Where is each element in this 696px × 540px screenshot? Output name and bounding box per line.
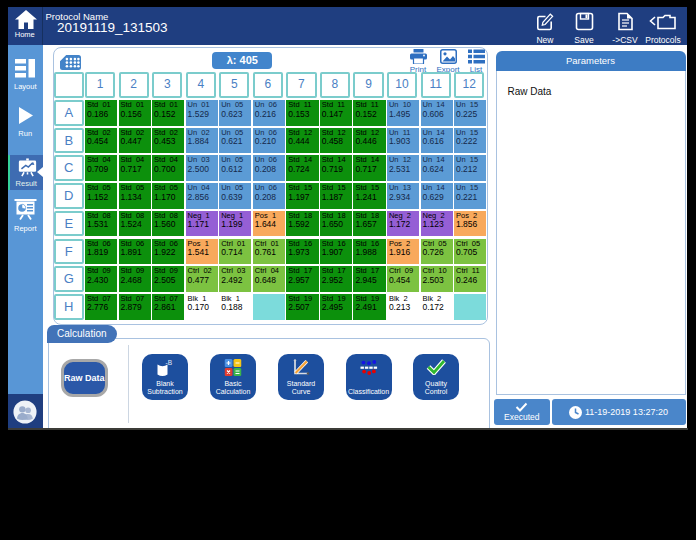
svg-text:-B: -B	[166, 359, 173, 366]
